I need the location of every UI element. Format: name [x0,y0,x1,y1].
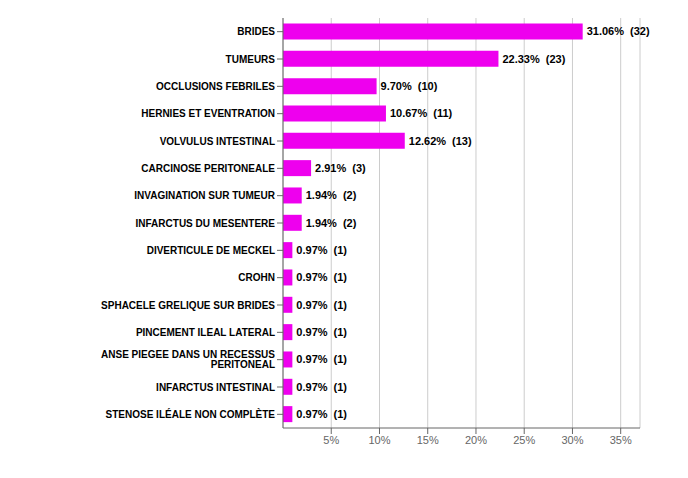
svg-text:HERNIES ET EVENTRATION: HERNIES ET EVENTRATION [141,108,275,119]
svg-text:30%: 30% [561,434,583,446]
svg-text:INFARCTUS INTESTINAL: INFARCTUS INTESTINAL [156,382,275,393]
svg-text:9.70%(10): 9.70%(10) [381,80,438,92]
svg-text:35%: 35% [610,434,632,446]
svg-text:CROHN: CROHN [238,272,275,283]
svg-text:OCCLUSIONS FEBRILES: OCCLUSIONS FEBRILES [156,81,275,92]
svg-text:5%: 5% [323,434,339,446]
svg-text:CARCINOSE PERITONEALE: CARCINOSE PERITONEALE [141,163,275,174]
svg-text:0.97%(1): 0.97%(1) [296,244,347,256]
svg-text:VOLVULUS INTESTINAL: VOLVULUS INTESTINAL [160,136,275,147]
svg-text:10.67%(11): 10.67%(11) [390,107,453,119]
svg-text:1.94%(2): 1.94%(2) [306,217,357,229]
svg-text:0.97%(1): 0.97%(1) [296,353,347,365]
svg-text:BRIDES: BRIDES [237,26,275,37]
svg-text:12.62%(13): 12.62%(13) [409,135,472,147]
svg-text:25%: 25% [513,434,535,446]
svg-text:STENOSE ILÉALE NON COMPLÈTE: STENOSE ILÉALE NON COMPLÈTE [106,408,276,420]
svg-text:ANSE PIEGEE DANS UN RECESSUSPE: ANSE PIEGEE DANS UN RECESSUSPERITONEAL [101,349,275,370]
svg-text:DIVERTICULE DE MECKEL: DIVERTICULE DE MECKEL [147,245,275,256]
svg-text:0.97%(1): 0.97%(1) [296,271,347,283]
svg-text:SPHACELE GRELIQUE SUR BRIDES: SPHACELE GRELIQUE SUR BRIDES [101,300,275,311]
svg-text:INVAGINATION SUR TUMEUR: INVAGINATION SUR TUMEUR [134,190,276,201]
svg-text:15%: 15% [417,434,439,446]
svg-text:0.97%(1): 0.97%(1) [296,408,347,420]
svg-text:2.91%(3): 2.91%(3) [315,162,366,174]
svg-text:1.94%(2): 1.94%(2) [306,189,357,201]
svg-text:20%: 20% [465,434,487,446]
svg-text:0.97%(1): 0.97%(1) [296,381,347,393]
svg-text:31.06%(32): 31.06%(32) [587,25,650,37]
svg-text:22.33%(23): 22.33%(23) [502,53,565,65]
svg-text:PINCEMENT ILEAL LATERAL: PINCEMENT ILEAL LATERAL [136,327,275,338]
svg-text:0.97%(1): 0.97%(1) [296,299,347,311]
svg-text:INFARCTUS DU MESENTERE: INFARCTUS DU MESENTERE [136,218,276,229]
svg-text:0.97%(1): 0.97%(1) [296,326,347,338]
svg-text:10%: 10% [368,434,390,446]
svg-text:TUMEURS: TUMEURS [226,54,276,65]
